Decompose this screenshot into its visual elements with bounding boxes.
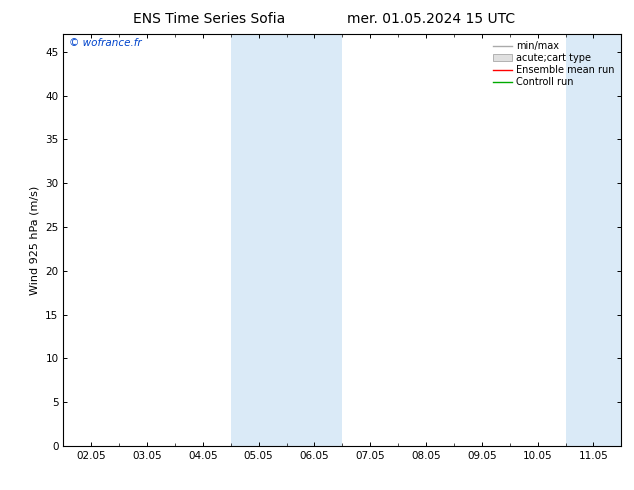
Text: © wofrance.fr: © wofrance.fr bbox=[69, 38, 141, 49]
Bar bbox=[287, 34, 342, 446]
Y-axis label: Wind 925 hPa (m/s): Wind 925 hPa (m/s) bbox=[30, 186, 40, 294]
Legend: min/max, acute;cart type, Ensemble mean run, Controll run: min/max, acute;cart type, Ensemble mean … bbox=[491, 39, 616, 89]
Bar bbox=[231, 34, 287, 446]
Bar bbox=[566, 34, 621, 446]
Text: mer. 01.05.2024 15 UTC: mer. 01.05.2024 15 UTC bbox=[347, 12, 515, 26]
Text: ENS Time Series Sofia: ENS Time Series Sofia bbox=[133, 12, 285, 26]
